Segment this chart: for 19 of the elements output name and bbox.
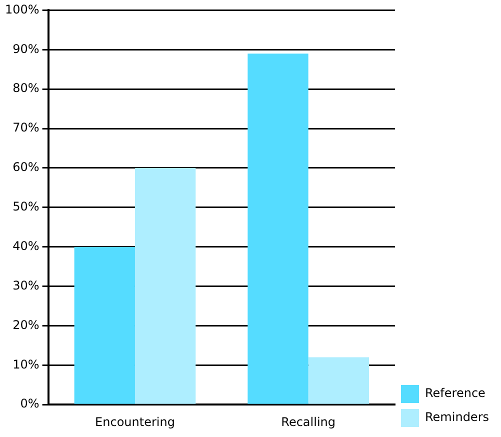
y-tick-label: 80% <box>12 81 40 96</box>
y-tick-label: 20% <box>12 318 40 332</box>
y-tick-label: 10% <box>12 357 40 372</box>
x-tick-label: Encountering <box>95 414 175 429</box>
y-tick-label: 30% <box>12 278 40 292</box>
bar <box>248 54 308 404</box>
y-tick-label: 40% <box>12 238 40 253</box>
bar <box>308 357 369 404</box>
bar <box>74 246 135 404</box>
y-tick-label: 60% <box>12 160 40 174</box>
legend-label: Reference <box>425 386 486 400</box>
legend-label: Reminders <box>425 410 490 424</box>
bar <box>134 168 196 404</box>
y-tick-label: 70% <box>12 120 40 135</box>
x-tick-label: Recalling <box>281 414 336 429</box>
y-tick-label: 90% <box>12 42 40 56</box>
y-tick-label: 100% <box>4 2 40 16</box>
y-tick-label: 0% <box>20 396 40 411</box>
y-tick-label: 50% <box>12 200 40 214</box>
